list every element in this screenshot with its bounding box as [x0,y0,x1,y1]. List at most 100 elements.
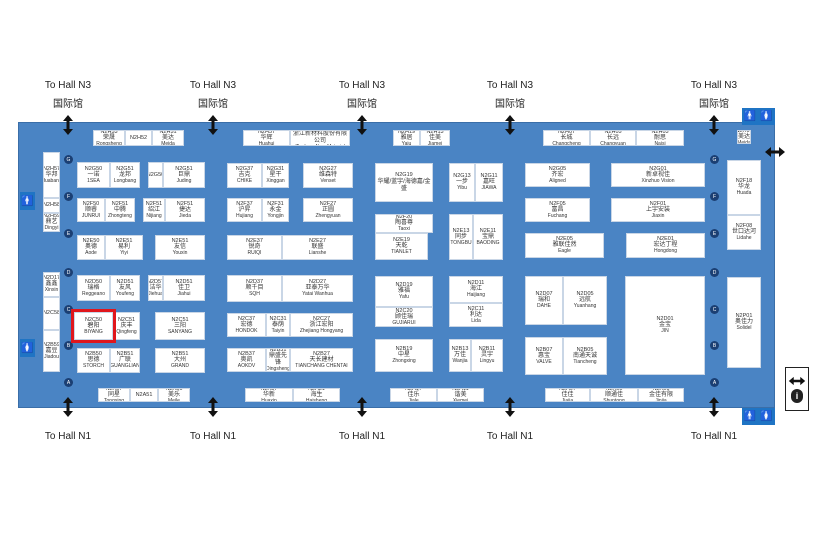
to-hall-n1-label[interactable]: To Hall N1 [44,431,92,442]
to-hall-n3-label[interactable]: To Hall N3 国际馆 [465,80,555,110]
booth-n2b51[interactable]: N2B51 大州 GRAND [155,348,205,373]
to-hall-n3-label[interactable]: To Hall N3 国际馆 [23,80,113,110]
booth-n2c37[interactable]: N2C37 宏德 HONDOK [227,313,266,337]
booth-n2h52[interactable]: N2H52 [125,130,152,146]
booth-n2b11[interactable]: N2B11 灵宇 Lingyu [471,339,503,372]
booth-n2f05[interactable]: N2F05 富昌 Fuchang [525,198,590,222]
booth-n2a17[interactable]: N2A17 佳乐 Jiale [390,388,437,402]
booth-n2c27[interactable]: N2C27 浙江宏阳 Zhejiang Hongyang [290,313,353,337]
booth-n2h51[interactable]: N2H51 美达 Meida [152,130,184,146]
booth-n2f18[interactable]: N2F18 华龙 Huada [727,160,761,215]
booth-n2d07[interactable]: N2D07 瑞和 DAHE [525,276,563,325]
to-hall-n3-label[interactable]: To Hall N3 国际馆 [669,80,759,110]
booth-n2c11[interactable]: N2C11 利达 Lida [449,303,503,327]
booth-n2h59[interactable]: N2H59 鼎艺 Dingyi [43,213,60,232]
booth-n2e27[interactable]: N2E27 联盛 Lianshe [282,235,353,260]
booth-n2h13[interactable]: N2H13 佳美 Jiamei [420,130,450,146]
booth-n2d05[interactable]: N2D05 远航 Yuanhang [563,276,607,325]
booth-n2d37[interactable]: N2D37 顺千目 SQH [227,275,282,302]
booth-n2f50[interactable]: N2F50 顺睿 JUNRUI [77,198,105,222]
booth-n2c51[interactable]: N2C51 三阳 SANYANG [155,312,205,340]
booth-n2e13[interactable]: N2E13 同步 TONGBU [449,214,473,260]
booth-n2e05[interactable]: N2E05 雅联佳然 Eagle [525,233,604,258]
booth-n2g01[interactable]: N2G01 新卓视佳 Xinzhuo Vision [611,163,705,187]
booth-n2c20[interactable]: N2C20 顾佳瑞 GUJIARUI [375,307,433,327]
booth-n2b05[interactable]: N2B05 南通天诚 Tiancheng [563,337,607,375]
booth-n2h33[interactable]: N2H33浙江新材料股份有限公司Zhejiang New Material [290,130,350,146]
booth-n2h19[interactable]: N2H19 雅居 Yaju [393,130,420,146]
booth-n2b37[interactable]: N2B37 奥凯 AOKDV [227,348,266,372]
booth-n2d51[interactable]: N2D51 友风 Youfeng [110,275,140,301]
booth-n2c51[interactable]: N2C51 庆丰 Qingfeng [113,312,140,340]
booth-n2b59[interactable]: N2B59 嘉豆 Jiadou [43,330,60,372]
to-hall-n1-label[interactable]: To Hall N1 [486,431,534,442]
booth-n2d51[interactable]: N2D51 佳卫 Jiahui [163,275,205,301]
booth-n2g51[interactable]: N2G51 巨鼎 Juding [163,162,205,188]
booth-n2h05[interactable]: N2H05 长远 Changyuan [590,130,636,146]
booth-n2e37[interactable]: N2E37 锐奇 RUIQI [227,235,282,260]
booth-n2d27[interactable]: N2D27 亚泰万华 Yatai Wanhua [282,275,353,302]
booth-n2f51[interactable]: N2F51 绍江 Nijiang [143,198,165,222]
booth-n2a51[interactable]: N2A51 [130,388,158,402]
booth-n2h37[interactable]: N2H37 华辉 Huahui [243,130,290,146]
booth-n2d50[interactable]: N2D50 瑞格 Reggeano [77,275,110,301]
booth-n2h01[interactable]: N2H01美达Meida [737,130,751,144]
to-hall-n1-label[interactable]: To Hall N1 [690,431,738,442]
booth-n2a07[interactable]: N2A07 佳佳 Jiajia [545,388,590,402]
booth-n2h03[interactable]: N2H03 耐思 Naisi [636,130,684,146]
booth-n2e19[interactable]: N2E19 天乾 TIANLET [375,233,428,260]
booth-n2g37[interactable]: N2G37 吉克 CHIKE [227,163,262,188]
to-hall-n1-label[interactable]: To Hall N1 [338,431,386,442]
booth-n2g05[interactable]: N2G05 齐宏 Aligned [525,163,590,187]
booth-n2e01[interactable]: N2E01 宏达丁程 Hongdong [626,233,705,258]
booth-n2a51[interactable]: N2A51 美乐 Meile [158,388,190,402]
booth-n2b31[interactable]: N2B31 鼎盛先锋 Dingsheng [266,348,290,372]
booth-n2b07[interactable]: N2B07 惠宝 VALVE [525,337,563,375]
booth-n2h57[interactable]: N2H57华邦Huabang [43,152,60,198]
booth-n2g19[interactable]: N2G19 华耀/蓝宇/海德嘉/金盛 [375,163,433,202]
booth-n2g31[interactable]: N2G31 星干 Xinggan [262,163,289,188]
booth-n2h07[interactable]: N2H07 长城 Changcheng [543,130,590,146]
booth-n2a05[interactable]: N2A05 顺通佳 Shuntong [590,388,638,402]
booth-n2e50[interactable]: N2E50 奥德 Aode [77,235,105,260]
booth-n2b13[interactable]: N2B13 万佳 Wanjia [449,339,471,372]
booth-n2b50[interactable]: N2B50 思德 STORCH [77,348,110,373]
booth-n2c50[interactable]: N2C50 碧阳 BIYANG [71,309,116,343]
booth-n2h53[interactable]: N2H53 荣晟 Rongsheng [93,130,125,146]
booth-n2p01[interactable]: N2P01 奥佳力 Solidel [727,277,761,368]
booth-n2f37[interactable]: N2F37 沪昇 Hujiang [227,198,262,222]
booth-n2g51[interactable]: N2G51 龙邦 Longbang [110,162,140,188]
booth-n2c58[interactable]: N2C58 [43,297,60,330]
booth-n2g11[interactable]: N2G11 嘉旺 JIAWA [475,163,503,202]
booth-n2b19[interactable]: N2B19 中星 Zhongxing [375,339,433,372]
booth-n2c31[interactable]: N2C31 泰荫 Taiyin [266,313,290,337]
booth-n2a37[interactable]: N2A37 华新 Huaxin [245,388,293,402]
booth-n2e51[interactable]: N2E51 友信 Youxin [155,235,205,260]
booth-n2a11[interactable]: N2A11 谐美 Xiemei [437,388,484,402]
to-hall-n3-label[interactable]: To Hall N3 国际馆 [168,80,258,110]
booth-n2g50[interactable]: N2G50 一诺 1SEA [77,162,110,188]
to-hall-n3-label[interactable]: To Hall N3 国际馆 [317,80,407,110]
booth-n2d17[interactable]: N2D17 鑫鑫 Xinxin [43,272,60,297]
booth-n2d19[interactable]: N2D19 雅福 Yafu [375,276,433,307]
booth-n2g13[interactable]: N2G13 一步 Yibu [449,163,475,202]
booth-n2b51[interactable]: N2B51 广联 GUANGLIAN [110,348,140,373]
booth-n2f01[interactable]: N2F01 上宇安装 Jiaxin [611,198,705,222]
booth-n2a57[interactable]: N2A57 同星 Tongxing [98,388,130,402]
booth-n2g27[interactable]: N2G27 维森特 Venset [303,163,353,188]
booth-n2f20[interactable]: N2F20 陶喜尊 Taoxi [375,214,433,233]
booth-n2e51[interactable]: N2E51 易利 Yiyi [105,235,143,260]
booth-n2a31[interactable]: N2A31 海生 Haisheng [293,388,340,402]
booth-n2a01[interactable]: N2A01 金佳有限 Jinjia [638,388,684,402]
booth-n2f31[interactable]: N2F31 永金 Yongjin [262,198,289,222]
booth-n2d11[interactable]: N2D11 海江 Haijiang [449,276,503,303]
booth-n2d57[interactable]: N2D57洁华Jiehua [148,275,163,301]
booth-n2b27[interactable]: N2B27 天长建材 TIANCHANG CHENTAI [290,348,353,372]
booth-n2f51[interactable]: N2F51 捷达 Jieda [165,198,205,222]
booth-n2h58[interactable]: N2H58 [43,198,60,213]
booth-n2d01[interactable]: N2D01 金宝 JIN [625,276,705,375]
booth-n2f51[interactable]: N2F51 中腾 Zhongteng [105,198,135,222]
to-hall-n1-label[interactable]: To Hall N1 [189,431,237,442]
booth-n2g50[interactable]: N2G50 [148,162,163,188]
booth-n2e11[interactable]: N2E11 宝鼎 BAODING [473,214,503,260]
